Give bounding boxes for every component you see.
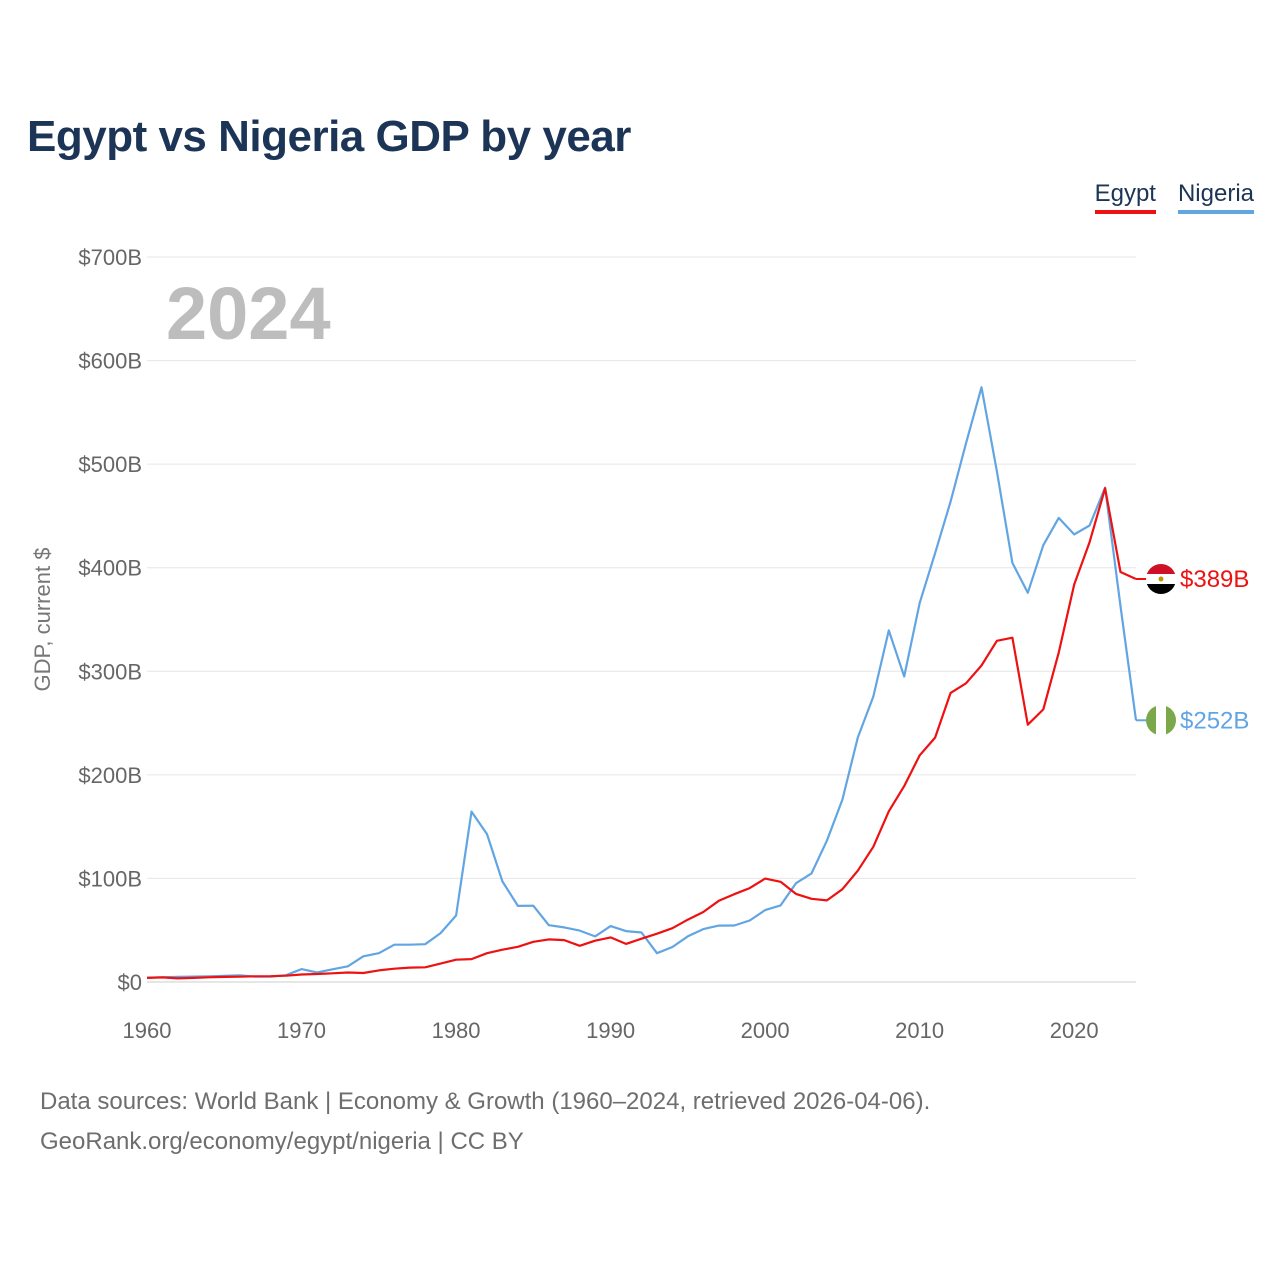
legend-item-egypt[interactable]: Egypt	[1094, 180, 1156, 214]
y-tick-label: $700B	[78, 245, 142, 270]
x-tick-label: 1980	[432, 1018, 481, 1043]
y-tick-label: $100B	[78, 866, 142, 891]
series-line-egypt	[146, 487, 1137, 980]
x-tick-label: 1970	[277, 1018, 326, 1043]
y-tick-label: $500B	[78, 452, 142, 477]
x-tick-label: 1990	[586, 1018, 635, 1043]
y-tick-label: $0	[118, 970, 142, 995]
y-tick-label: $600B	[78, 349, 142, 374]
nigeria-flag-icon	[1146, 705, 1176, 736]
y-tick-label: $200B	[78, 763, 142, 788]
end-value-label-nigeria: $252B	[1180, 707, 1249, 734]
attribution-link[interactable]: GeoRank.org/economy/egypt/nigeria | CC B…	[40, 1128, 524, 1155]
x-tick-label: 1960	[123, 1018, 172, 1043]
legend-item-nigeria[interactable]: Nigeria	[1177, 180, 1254, 214]
data-source-note: Data sources: World Bank | Economy & Gro…	[40, 1088, 931, 1115]
legend: Egypt Nigeria	[1094, 180, 1254, 214]
end-value-label-egypt: $389B	[1180, 566, 1249, 593]
x-tick-label: 2010	[895, 1018, 944, 1043]
y-tick-label: $300B	[78, 659, 142, 684]
footer: Data sources: World Bank | Economy & Gro…	[40, 1082, 930, 1162]
series-line-nigeria	[146, 386, 1138, 979]
chart-title: Egypt vs Nigeria GDP by year	[27, 112, 631, 161]
y-axis-title: GDP, current $	[30, 548, 55, 692]
x-tick-label: 2000	[741, 1018, 790, 1043]
year-watermark: 2024	[166, 272, 331, 355]
egypt-flag-icon	[1146, 564, 1176, 595]
x-tick-label: 2020	[1050, 1018, 1099, 1043]
y-tick-label: $400B	[78, 556, 142, 581]
